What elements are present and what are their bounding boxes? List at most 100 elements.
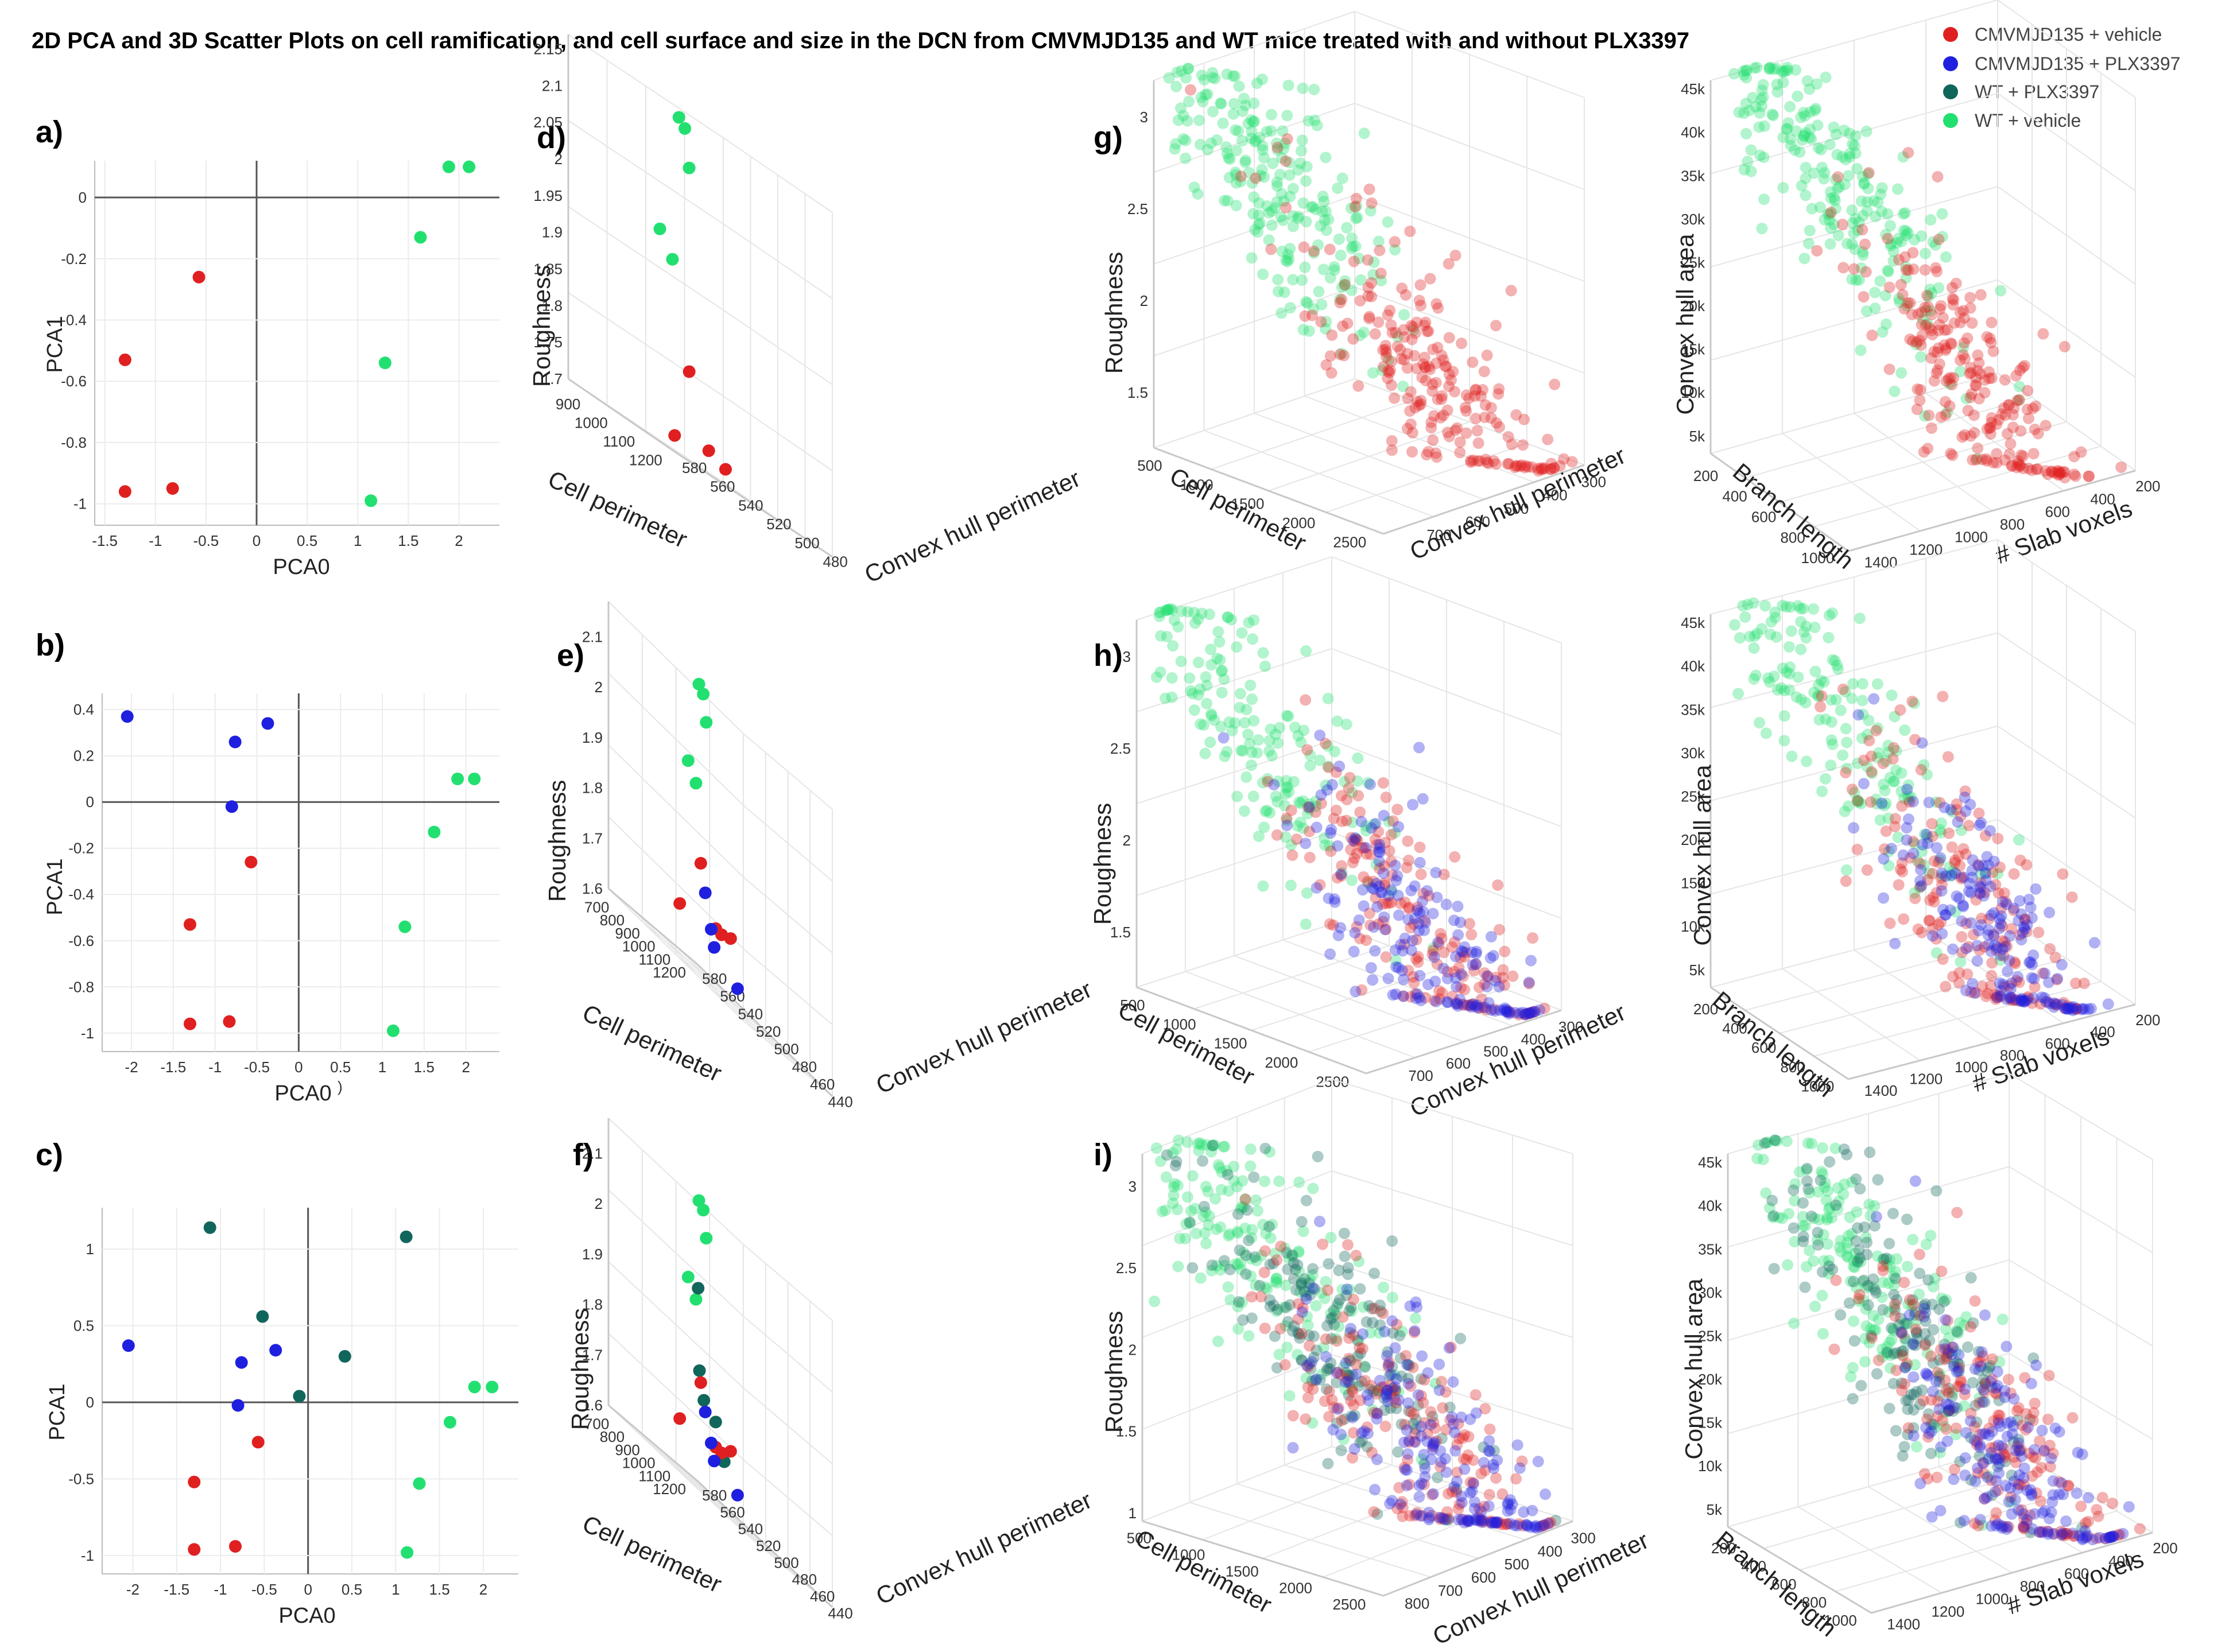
cloud-point-i2 [1897, 1345, 1909, 1357]
cloud-point-h1 [1351, 775, 1363, 787]
cloud-point-i2 [1817, 1168, 1829, 1180]
z-tick-label-h1: 1.5 [1110, 924, 1131, 941]
cloud-point-g1 [1320, 323, 1332, 335]
cloud-point-h1 [1525, 955, 1537, 967]
cloud-point-i1 [1382, 1346, 1394, 1358]
z-axis-label-h2: Convex hull area [1689, 765, 1716, 946]
cloud-point-i1 [1409, 1312, 1421, 1324]
cloud-point-i1 [1251, 1255, 1263, 1267]
cloud-point-i1 [1246, 1312, 1258, 1324]
cloud-point-g2 [2049, 467, 2061, 479]
cloud-point-i1 [1474, 1503, 1486, 1515]
cloud-point-i2 [1968, 1421, 1980, 1433]
cloud-point-i1 [1337, 1311, 1349, 1323]
cloud-point-h1 [1490, 975, 1502, 987]
cloud-point-i2 [1769, 1134, 1781, 1146]
cloud-point-i1 [1196, 1155, 1208, 1167]
y-tick-label-g2: 400 [2090, 490, 2115, 507]
cloud-point-i2 [1967, 1317, 1979, 1329]
cloud-point-g1 [1307, 201, 1319, 213]
cloud-point-i2 [1759, 1137, 1771, 1149]
cloud-point-i2 [1920, 1238, 1932, 1250]
cloud-point-g1 [1412, 395, 1424, 408]
cloud-point-i1 [1451, 1466, 1463, 1478]
cloud-point-i2 [1887, 1208, 1899, 1220]
cloud-point-h2 [1951, 798, 1963, 810]
cloud-point-h1 [1264, 806, 1276, 819]
cloud-point-h2 [1921, 769, 1933, 781]
cloud-point-g2 [1863, 166, 1875, 179]
cloud-point-i2 [1841, 1149, 1853, 1161]
z-axis-label-i1: Roughness [1100, 1311, 1127, 1433]
cloud-point-h1 [1332, 840, 1344, 852]
cloud-point-i2 [1959, 1469, 1971, 1481]
y-tick-label-g2: 800 [2000, 515, 2025, 533]
cloud-point-i2 [2055, 1525, 2067, 1537]
cloud-point-g2 [1810, 78, 1823, 90]
cloud-point-h2 [1970, 894, 1982, 906]
cloud-point-i1 [1307, 1383, 1319, 1395]
cloud-point-g2 [1975, 289, 1987, 301]
cloud-point-i2 [1871, 1250, 1883, 1262]
cloud-point-h1 [1377, 867, 1389, 879]
cloud-point-i1 [1517, 1519, 1529, 1531]
cloud-point-i2 [1804, 1186, 1816, 1199]
cloud-point-h2 [1753, 717, 1765, 729]
cloud-point-i1 [1405, 1406, 1417, 1418]
cloud-point-h2 [1980, 875, 1992, 887]
cloud-point-g1 [1247, 208, 1259, 220]
cloud-point-h2 [2008, 902, 2020, 914]
y-tick-label-d: 480 [823, 553, 847, 571]
cloud-point-g2 [1804, 123, 1816, 135]
cloud-point-g1 [1436, 393, 1448, 405]
cloud-point-h1 [1386, 886, 1398, 898]
cloud-point-g2 [1838, 125, 1850, 137]
cloud-point-h2 [2059, 1002, 2071, 1014]
x-tick-label-h1: 2000 [1265, 1054, 1298, 1071]
cloud-point-h1 [1288, 775, 1300, 788]
cloud-point-g2 [1932, 364, 1944, 376]
cloud-point-g1 [1420, 316, 1432, 328]
z-axis-label-d: Roughness [528, 265, 555, 387]
cloud-point-h2 [1955, 956, 1967, 968]
cloud-point-h1 [1405, 944, 1417, 956]
cloud-point-g1 [1367, 269, 1379, 281]
cloud-point-g1 [1284, 243, 1296, 255]
cloud-point-h1 [1345, 832, 1357, 844]
cloud-point-g2 [1995, 285, 2007, 297]
x-tick-label-h2: 1000 [1801, 1078, 1835, 1095]
cloud-point-h2 [1742, 599, 1754, 611]
cloud-point-h1 [1402, 914, 1414, 926]
cloud-point-i1 [1189, 1203, 1201, 1215]
cloud-point-i2 [1788, 1317, 1800, 1329]
cloud-point-i1 [1306, 1375, 1318, 1387]
z-tick-label-e: 1.9 [582, 729, 603, 746]
cloud-point-h1 [1509, 1007, 1521, 1019]
cloud-point-g1 [1432, 342, 1444, 354]
cloud-point-i2 [1964, 1321, 1976, 1333]
y-tick-label-g1: 600 [1466, 513, 1490, 530]
cloud-point-i2 [1896, 1327, 1908, 1339]
cloud-point-g1 [1205, 137, 1217, 149]
cloud-point-g1 [1467, 356, 1479, 369]
cloud-point-i1 [1306, 1282, 1319, 1294]
y-axis-label-f: Convex hull perimeter [872, 1486, 1096, 1610]
cloud-point-g2 [1986, 412, 1998, 424]
data-point-e [724, 932, 737, 945]
cloud-point-i2 [1870, 1286, 1882, 1298]
cloud-point-i1 [1333, 1265, 1345, 1277]
wall-grid-d [723, 137, 833, 213]
cloud-point-h2 [1949, 854, 1961, 866]
cloud-point-i1 [1411, 1507, 1423, 1519]
cloud-point-g2 [1914, 394, 1926, 406]
cloud-point-h2 [1955, 811, 1967, 823]
cloud-point-i2 [2003, 1496, 2015, 1508]
cloud-point-i1 [1172, 1180, 1184, 1192]
y-tick-label-a: -0.2 [61, 250, 87, 267]
cloud-point-i2 [1885, 1349, 1897, 1362]
cloud-point-g2 [1902, 146, 1914, 158]
cloud-point-h1 [1351, 847, 1363, 859]
cloud-point-i2 [1848, 1335, 1860, 1347]
cloud-point-i1 [1354, 1437, 1366, 1449]
cloud-point-h1 [1244, 738, 1256, 750]
